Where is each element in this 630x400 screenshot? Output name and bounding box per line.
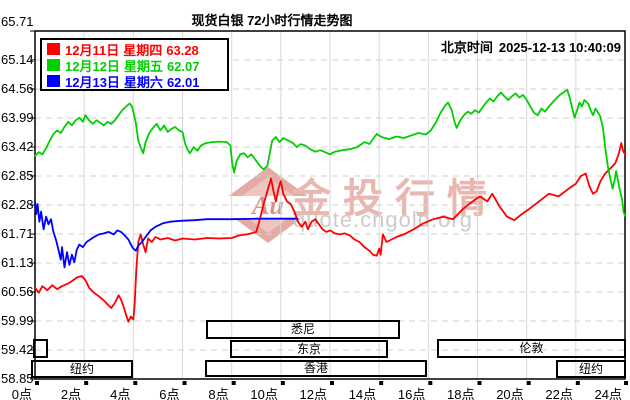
session-box-悉尼: 悉尼 — [206, 320, 400, 339]
legend-swatch-blue — [47, 75, 60, 87]
x-tick — [526, 381, 531, 385]
x-tick — [624, 381, 628, 385]
legend-item-day2: 12月12日 星期五 62.07 — [47, 57, 227, 74]
x-axis-label: 2点 — [60, 387, 82, 400]
session-box-纽约: 纽约 — [556, 360, 626, 378]
legend-swatch-green — [47, 59, 60, 71]
x-tick — [182, 381, 187, 385]
y-axis-label: 61.71 — [1, 226, 34, 241]
x-tick — [379, 381, 384, 385]
legend-text-day3: 12月13日 星期六 62.01 — [65, 74, 200, 90]
session-box-香港: 香港 — [205, 360, 427, 377]
x-tick — [428, 381, 433, 385]
y-axis-label: 59.99 — [1, 313, 34, 328]
y-axis-label: 61.13 — [1, 255, 34, 270]
y-axis-label: 65.71 — [1, 14, 34, 29]
session-box — [33, 339, 48, 358]
price-line-1 — [34, 142, 626, 323]
y-axis-label: 65.14 — [1, 52, 34, 67]
x-axis-label: 24点 — [594, 387, 622, 400]
legend-item-day3: 12月13日 星期六 62.01 — [47, 73, 227, 90]
x-axis-label: 16点 — [397, 387, 426, 400]
y-axis-label: 59.42 — [1, 342, 34, 357]
price-line-3 — [34, 200, 299, 269]
x-axis-label: 4点 — [110, 387, 131, 400]
legend-swatch-red — [47, 43, 60, 55]
x-tick — [477, 381, 482, 385]
session-box-东京: 东京 — [230, 340, 388, 358]
clock-value: 2025-12-13 10:40:09 — [498, 40, 621, 55]
x-tick — [35, 381, 39, 385]
session-box-伦敦: 伦敦 — [437, 339, 626, 358]
y-axis-label: 62.28 — [1, 197, 34, 212]
x-tick — [84, 381, 89, 385]
x-tick — [575, 381, 580, 385]
x-axis-label: 8点 — [208, 387, 229, 400]
y-axis-label: 58.85 — [1, 371, 34, 386]
legend-item-day1: 12月11日 星期四 63.28 — [47, 41, 227, 58]
x-axis-label: 18点 — [447, 387, 475, 400]
chart-title: 现货白银 72小时行情走势图 — [191, 13, 353, 28]
price-line-2 — [34, 88, 626, 217]
y-axis-label: 60.56 — [1, 284, 34, 299]
x-axis-label: 10点 — [250, 387, 278, 400]
x-tick — [330, 381, 334, 385]
legend-text-day2: 12月12日 星期五 62.07 — [65, 58, 200, 74]
watermark-url: quote.cngold.org — [293, 207, 473, 232]
x-tick — [231, 381, 236, 385]
x-tick — [133, 381, 138, 385]
x-axis-label: 20点 — [496, 387, 524, 400]
y-axis-label: 63.99 — [1, 110, 34, 125]
clock-label: 北京时间 — [440, 40, 493, 55]
beijing-time: 北京时间 2025-12-13 10:40:09 — [435, 37, 621, 56]
x-axis-label: 22点 — [545, 387, 573, 400]
y-axis-label: 62.85 — [1, 168, 34, 183]
x-axis-label: 0点 — [11, 387, 32, 400]
y-axis-label: 64.56 — [1, 81, 34, 96]
x-axis-label: 14点 — [348, 387, 377, 400]
session-box-纽约: 纽约 — [31, 360, 133, 378]
y-axis-label: 63.42 — [1, 139, 34, 154]
x-axis-label: 6点 — [159, 387, 180, 400]
watermark-brand: 金投行情 — [291, 177, 499, 221]
legend-text-day1: 12月11日 星期四 63.28 — [65, 42, 199, 58]
x-tick — [280, 381, 285, 385]
legend-box: 12月11日 星期四 63.28 12月12日 星期五 62.07 12月13日 星期六 6… — [40, 38, 229, 91]
x-axis-label: 12点 — [299, 387, 327, 400]
